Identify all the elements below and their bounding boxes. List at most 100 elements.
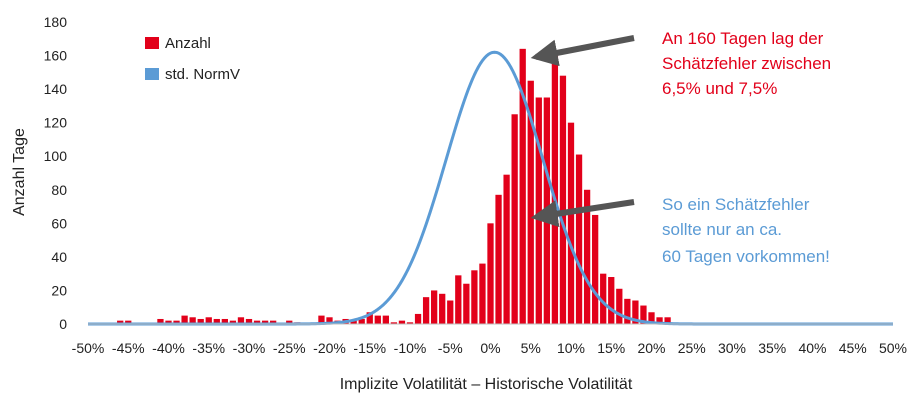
- x-tick-label: 0%: [480, 340, 500, 356]
- bar: [181, 315, 188, 324]
- y-tick-label: 160: [44, 48, 68, 64]
- bar: [535, 97, 542, 324]
- annotation-blue-line-3: 60 Tagen vorkommen!: [662, 247, 830, 266]
- bar: [648, 312, 655, 324]
- bar: [358, 318, 365, 324]
- annotation-red-line-1: An 160 Tagen lag der: [662, 29, 824, 48]
- bar: [487, 223, 494, 324]
- bar: [205, 317, 212, 324]
- x-tick-label: -50%: [72, 340, 105, 356]
- bar: [261, 320, 269, 324]
- bar: [414, 313, 422, 324]
- x-tick-label: 25%: [678, 340, 706, 356]
- x-tick-label: 5%: [521, 340, 541, 356]
- x-tick-label: 45%: [839, 340, 867, 356]
- bar: [165, 320, 172, 324]
- bar: [406, 322, 414, 324]
- bar: [551, 55, 559, 325]
- bars-layer: [117, 48, 671, 325]
- x-tick-label: -10%: [394, 340, 427, 356]
- bar: [253, 320, 261, 324]
- bar: [286, 320, 293, 324]
- bar: [479, 263, 486, 324]
- x-tick-label: -20%: [313, 340, 346, 356]
- x-tick-label: -45%: [112, 340, 145, 356]
- x-axis-ticks: -50% -45% -40% -35% -30% -25% -20% -15% -10% -5% 0…: [72, 340, 907, 356]
- bar: [157, 318, 164, 324]
- bar: [447, 300, 454, 324]
- x-tick-label: -40%: [152, 340, 185, 356]
- legend-label-normv: std. NormV: [165, 66, 240, 83]
- y-tick-label: 20: [51, 282, 67, 298]
- annotation-blue-line-2: sollte nur an ca.: [662, 220, 782, 239]
- bar: [592, 214, 599, 324]
- annotation-red-line-3: 6,5% und 7,5%: [662, 79, 777, 98]
- legend: Anzahl std. NormV: [145, 35, 240, 83]
- x-tick-label: -25%: [273, 340, 306, 356]
- bar: [503, 174, 510, 324]
- x-tick-label: 35%: [758, 340, 786, 356]
- bar: [197, 318, 204, 324]
- bar: [640, 305, 647, 324]
- x-tick-label: -35%: [192, 340, 225, 356]
- y-axis-ticks: 0 20 40 60 80 100 120 140 160 180: [44, 14, 68, 332]
- bar: [583, 189, 591, 324]
- bar: [213, 318, 220, 324]
- x-tick-label: 20%: [637, 340, 665, 356]
- y-tick-label: 40: [51, 249, 67, 265]
- bar: [575, 154, 583, 324]
- bar: [511, 114, 518, 324]
- x-tick-label: -5%: [438, 340, 463, 356]
- bar: [632, 300, 639, 324]
- x-tick-label: -30%: [233, 340, 266, 356]
- legend-swatch-normv: [145, 68, 159, 80]
- y-tick-label: 180: [44, 14, 68, 30]
- bar: [318, 315, 325, 324]
- bar: [350, 320, 357, 324]
- bar: [221, 318, 228, 324]
- annotation-red-line-2: Schätzfehler zwischen: [662, 54, 831, 73]
- bar: [600, 273, 607, 324]
- bar: [173, 320, 180, 324]
- x-tick-label: 40%: [798, 340, 826, 356]
- bar: [519, 48, 526, 325]
- bar: [270, 320, 277, 324]
- bar: [398, 320, 406, 324]
- bar: [366, 312, 373, 324]
- legend-swatch-anzahl: [145, 37, 159, 49]
- annotation-arrow-blue: [530, 199, 635, 228]
- bar: [237, 317, 245, 324]
- bar: [455, 275, 462, 324]
- bar: [390, 322, 398, 324]
- y-tick-label: 0: [59, 316, 67, 332]
- annotation-blue-line-1: So ein Schätzfehler: [662, 195, 810, 214]
- x-tick-label: 30%: [718, 340, 746, 356]
- annotation-red: An 160 Tagen lag der Schätzfehler zwisch…: [530, 29, 831, 98]
- bar: [616, 288, 623, 324]
- y-tick-label: 60: [51, 215, 67, 231]
- bar: [117, 320, 124, 324]
- y-tick-label: 80: [51, 182, 67, 198]
- bar: [422, 297, 430, 324]
- bar: [543, 97, 550, 324]
- bar: [189, 317, 196, 324]
- bar: [471, 270, 478, 324]
- bar: [326, 317, 333, 324]
- annotation-blue: So ein Schätzfehler sollte nur an ca. 60…: [530, 195, 830, 266]
- bar: [656, 317, 663, 324]
- y-axis-title: Anzahl Tage: [11, 128, 28, 216]
- bar: [624, 298, 631, 324]
- x-tick-label: 10%: [557, 340, 585, 356]
- y-tick-label: 120: [44, 115, 68, 131]
- bar: [125, 320, 132, 324]
- x-tick-label: -15%: [353, 340, 386, 356]
- bar: [608, 277, 615, 324]
- bar: [245, 318, 253, 324]
- bar: [374, 315, 381, 324]
- annotation-arrow-red: [530, 35, 635, 67]
- legend-label-anzahl: Anzahl: [165, 35, 211, 52]
- bar: [439, 293, 446, 324]
- bar: [567, 122, 575, 324]
- bar: [495, 194, 502, 324]
